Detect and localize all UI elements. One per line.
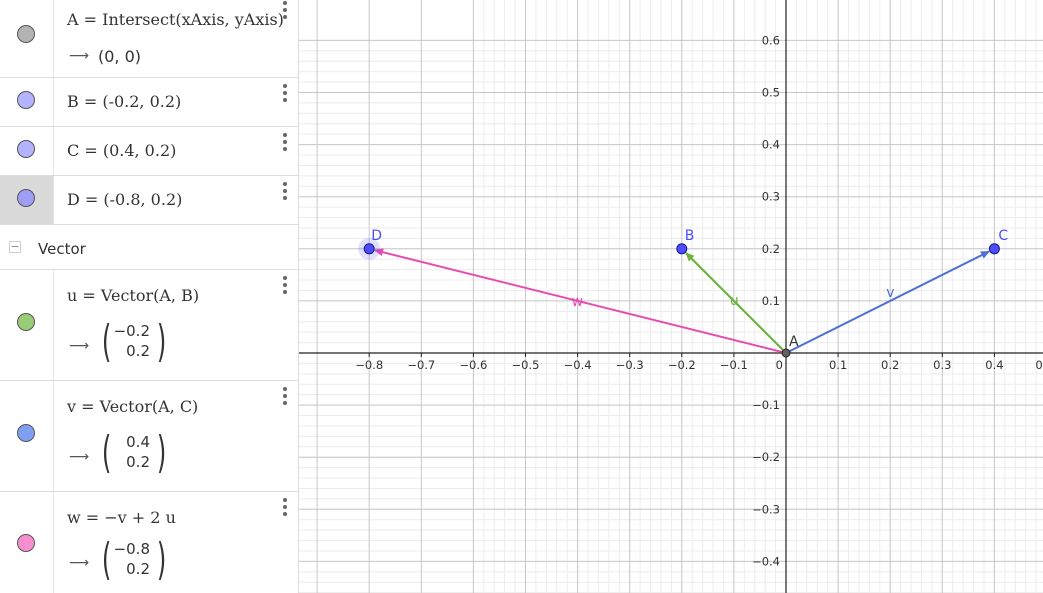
x-tick-label: 0.1	[829, 358, 847, 372]
more-menu-icon[interactable]	[280, 275, 290, 295]
algebra-item-v[interactable]: v = Vector(A, C) ⟶ ( 0.4 0.2 )	[0, 381, 298, 492]
definition-u[interactable]: u = Vector(A, B)	[67, 286, 200, 305]
gutter	[0, 176, 54, 224]
definition-A[interactable]: A = Intersect(xAxis, yAxis)	[67, 10, 284, 29]
more-menu-icon[interactable]	[280, 386, 290, 406]
x-tick-label: 0.4	[985, 358, 1003, 372]
vector-y: 0.2	[126, 342, 150, 360]
point-label-C: C	[998, 228, 1008, 244]
y-tick-label: 0.5	[762, 86, 780, 100]
algebra-item-C[interactable]: C = (0.4, 0.2)	[0, 127, 298, 176]
vector-label-u: u	[730, 293, 739, 309]
definition-D[interactable]: D = (-0.8, 0.2)	[67, 190, 183, 209]
x-tick-label: −0.8	[355, 358, 383, 372]
vector-y: 0.2	[126, 453, 150, 471]
y-tick-label: 0.3	[762, 190, 780, 204]
group-label: Vector	[38, 240, 86, 258]
more-menu-icon[interactable]	[280, 0, 290, 20]
vector-y: 0.2	[126, 560, 150, 578]
point-C[interactable]	[988, 243, 1000, 255]
gutter	[0, 381, 54, 491]
definition-v[interactable]: v = Vector(A, C)	[67, 397, 199, 416]
vector-u[interactable]	[685, 252, 787, 354]
definition-B[interactable]: B = (-0.2, 0.2)	[67, 92, 182, 111]
x-tick-label: −0.6	[459, 358, 487, 372]
algebra-item-A[interactable]: A = Intersect(xAxis, yAxis) ⟶ (0, 0)	[0, 0, 298, 78]
visibility-toggle-u[interactable]	[17, 313, 35, 331]
gutter	[0, 78, 54, 126]
y-tick-label: −0.2	[752, 450, 780, 464]
more-menu-icon[interactable]	[280, 181, 290, 201]
more-menu-icon[interactable]	[280, 132, 290, 152]
y-tick-label: 0.2	[762, 242, 780, 256]
y-tick-label: 0.1	[762, 294, 780, 308]
x-tick-label: −0.1	[720, 358, 748, 372]
algebra-item-D[interactable]: D = (-0.8, 0.2)	[0, 176, 298, 225]
gutter	[0, 492, 54, 593]
gutter	[0, 270, 54, 380]
point-B[interactable]	[676, 243, 688, 255]
output-arrow-icon: ⟶	[69, 338, 90, 354]
vector-label-v: v	[886, 285, 894, 301]
group-header-vector[interactable]: − Vector	[0, 225, 298, 270]
visibility-toggle-area[interactable]	[0, 0, 54, 77]
graphics-view[interactable]: −0.8 −0.7 −0.6 −0.5 −0.4 −0.3 −0.2 −0.1 0 0.1 0.2 0…	[299, 0, 1043, 593]
point-label-D: D	[371, 228, 382, 244]
value-A: (0, 0)	[98, 47, 142, 66]
vector-v[interactable]	[785, 250, 990, 354]
visibility-toggle-C[interactable]	[17, 140, 35, 158]
y-tick-label: 0.4	[762, 138, 780, 152]
vector-w[interactable]	[374, 248, 787, 354]
x-tick-label: −0.4	[564, 358, 592, 372]
visibility-toggle-A[interactable]	[17, 25, 35, 43]
algebra-view: A = Intersect(xAxis, yAxis) ⟶ (0, 0) B =…	[0, 0, 299, 593]
y-tick-label: −0.3	[752, 502, 780, 516]
visibility-toggle-w[interactable]	[17, 534, 35, 552]
output-arrow-icon: ⟶	[69, 449, 90, 465]
x-tick-label: 0.2	[881, 358, 899, 372]
definition-C[interactable]: C = (0.4, 0.2)	[67, 141, 177, 160]
algebra-item-w[interactable]: w = −v + 2 u ⟶ ( −0.8 0.2 )	[0, 492, 298, 593]
gutter	[0, 127, 54, 175]
coordinate-plane[interactable]: −0.8 −0.7 −0.6 −0.5 −0.4 −0.3 −0.2 −0.1 0 0.1 0.2 0…	[299, 0, 1043, 593]
output-arrow-icon: ⟶	[69, 555, 90, 571]
algebra-item-B[interactable]: B = (-0.2, 0.2)	[0, 78, 298, 127]
y-tick-label: −0.1	[752, 398, 780, 412]
x-tick-label: −0.7	[407, 358, 435, 372]
definition-w[interactable]: w = −v + 2 u	[67, 508, 176, 527]
point-A[interactable]	[781, 348, 791, 358]
vector-x: 0.4	[126, 433, 150, 451]
x-tick-label: −0.3	[616, 358, 644, 372]
point-D[interactable]	[363, 243, 375, 255]
column-vector-u: ( −0.2 0.2 )	[101, 316, 167, 367]
column-vector-v: ( 0.4 0.2 )	[101, 427, 167, 478]
x-tick-label: −0.5	[512, 358, 540, 372]
vector-x: −0.8	[113, 540, 150, 558]
collapse-icon[interactable]: −	[9, 240, 21, 253]
algebra-item-u[interactable]: u = Vector(A, B) ⟶ ( −0.2 0.2 )	[0, 270, 298, 381]
x-tick-label: 0	[776, 358, 783, 372]
point-label-A: A	[789, 334, 799, 350]
column-vector-w: ( −0.8 0.2 )	[101, 534, 167, 585]
vector-label-w: w	[572, 294, 583, 310]
x-tick-label: −0.2	[668, 358, 696, 372]
visibility-toggle-D[interactable]	[17, 189, 35, 207]
y-tick-label: −0.4	[752, 554, 780, 568]
visibility-toggle-v[interactable]	[17, 424, 35, 442]
vector-x: −0.2	[113, 322, 150, 340]
output-arrow-icon: ⟶	[69, 48, 90, 64]
x-tick-label: 0	[1035, 358, 1042, 372]
point-label-B: B	[685, 228, 695, 244]
visibility-toggle-B[interactable]	[17, 91, 35, 109]
more-menu-icon[interactable]	[280, 497, 290, 517]
more-menu-icon[interactable]	[280, 83, 290, 103]
x-tick-label: 0.3	[933, 358, 951, 372]
y-tick-label: 0.6	[762, 33, 780, 47]
